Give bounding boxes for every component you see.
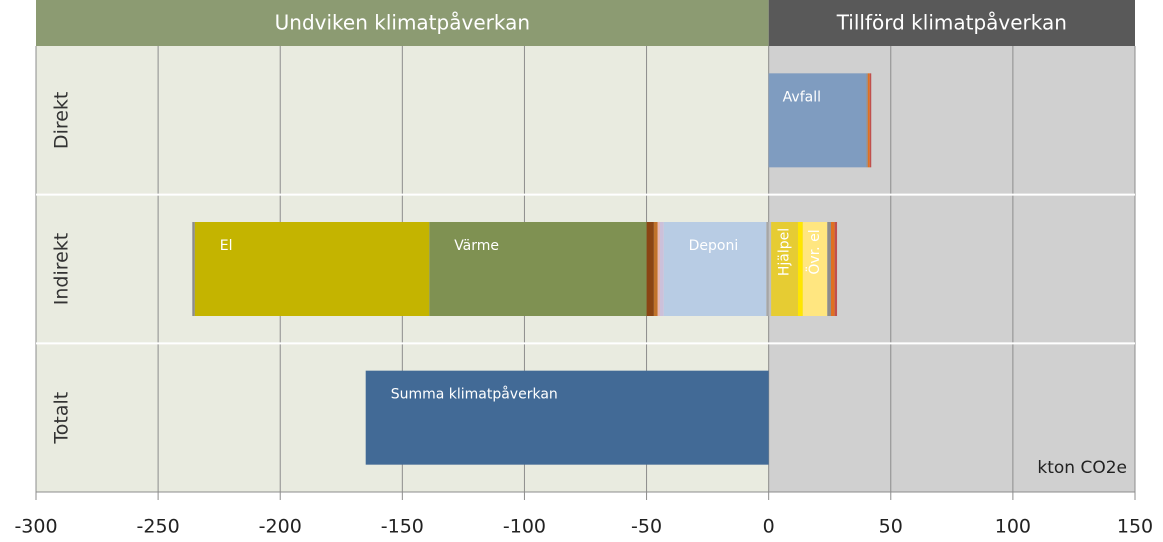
segment-label: Övr. el bbox=[805, 229, 823, 274]
bar-segment bbox=[194, 222, 430, 316]
x-tick-label: 150 bbox=[1117, 516, 1153, 538]
bar-segment bbox=[663, 222, 767, 316]
bar-segment bbox=[192, 222, 195, 316]
bar-segment bbox=[869, 73, 872, 168]
bar-segment bbox=[797, 222, 803, 316]
region-header bbox=[36, 0, 769, 46]
bar-segment bbox=[429, 222, 647, 316]
bar-segment bbox=[866, 73, 868, 168]
bar-segment bbox=[830, 222, 835, 316]
segment-label: Summa klimatpåverkan bbox=[391, 386, 558, 403]
bar-segment bbox=[867, 73, 870, 168]
x-tick-label: 100 bbox=[995, 516, 1031, 538]
bar-segment bbox=[802, 222, 828, 316]
x-tick-label: -300 bbox=[14, 516, 57, 538]
y-tick-label: Indirekt bbox=[51, 233, 73, 306]
bar-segment bbox=[827, 222, 831, 316]
y-tick-label: Totalt bbox=[51, 392, 73, 445]
bar-segment bbox=[365, 370, 769, 465]
bar-segment bbox=[659, 222, 664, 316]
bar-segment bbox=[771, 222, 798, 316]
segment-label: Deponi bbox=[689, 238, 739, 254]
bar-segment bbox=[653, 222, 658, 316]
x-tick-label: -200 bbox=[259, 516, 302, 538]
segment-label: Hjälpel bbox=[777, 228, 793, 276]
x-tick-label: -250 bbox=[137, 516, 180, 538]
segment-label: Avfall bbox=[783, 89, 821, 105]
region-header bbox=[768, 0, 1135, 46]
unit-label: kton CO2e bbox=[1037, 458, 1127, 478]
y-tick-label: Direkt bbox=[51, 92, 73, 149]
bar-segment bbox=[834, 222, 838, 316]
segment-label: El bbox=[220, 238, 233, 254]
bar-segment bbox=[766, 222, 769, 316]
x-tick-label: 0 bbox=[763, 516, 775, 538]
segment-label: Värme bbox=[454, 238, 499, 254]
x-tick-label: -150 bbox=[381, 516, 424, 538]
region-label: Tillförd klimatpåverkan bbox=[836, 11, 1067, 35]
x-tick-label: 50 bbox=[879, 516, 903, 538]
x-tick-label: -100 bbox=[503, 516, 546, 538]
bar-segment bbox=[657, 222, 660, 316]
bar-segment bbox=[768, 73, 867, 168]
region-label: Undviken klimatpåverkan bbox=[275, 11, 530, 35]
x-tick-label: -50 bbox=[631, 516, 662, 538]
bar-segment bbox=[646, 222, 654, 316]
bar-segment bbox=[768, 222, 772, 316]
